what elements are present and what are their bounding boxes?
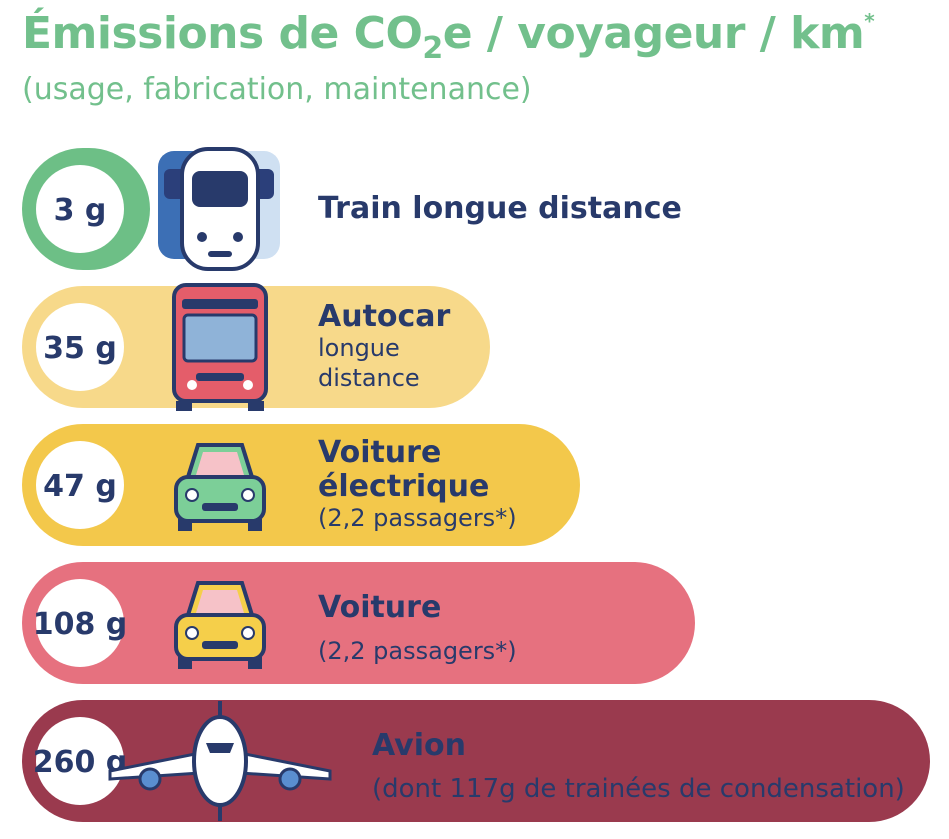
value-circle <box>36 441 124 529</box>
value-circle <box>36 717 124 805</box>
bar-row: 108 g Voiture (2,2 passagers*) <box>22 562 695 684</box>
category-label: Voiture <box>318 590 441 625</box>
bar-row: 260 g Avion(dont 117g de trainées de cond… <box>22 699 930 823</box>
bar <box>22 700 930 822</box>
value-circle <box>36 579 124 667</box>
value-circle <box>36 165 124 253</box>
category-label: Avion <box>372 728 466 763</box>
category-label: électrique <box>318 469 489 504</box>
category-sublabel: distance <box>318 364 420 392</box>
category-sublabel: (2,2 passagers*) <box>318 637 517 665</box>
category-sublabel: (2,2 passagers*) <box>318 504 517 532</box>
category-label: Autocar <box>318 299 451 334</box>
category-sublabel: longue <box>318 334 400 362</box>
chart-title: Émissions de CO2e / voyageur / km* <box>22 8 875 66</box>
chart-subtitle: (usage, fabrication, maintenance) <box>22 72 532 107</box>
bar-row: 3 g Train longue distance <box>22 147 682 271</box>
value-label: 35 g <box>43 331 117 366</box>
category-sublabel: (dont 117g de trainées de condensation) <box>372 774 905 804</box>
value-circle <box>36 303 124 391</box>
category-label: Voiture <box>318 435 441 470</box>
bus-icon <box>172 283 268 413</box>
value-label: 108 g <box>33 607 128 642</box>
train-icon <box>156 147 282 271</box>
value-label: 47 g <box>43 469 117 504</box>
bar <box>22 424 580 546</box>
value-label: 3 g <box>54 193 107 228</box>
category-label: Train longue distance <box>318 191 682 226</box>
